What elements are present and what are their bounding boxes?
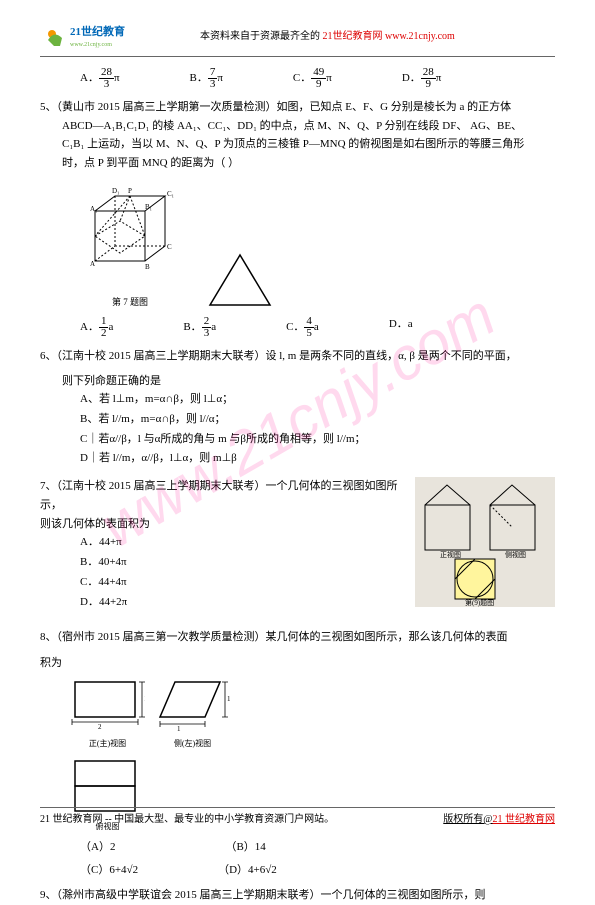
site-logo: 21世纪教育 www.21cnjy.com	[40, 20, 140, 52]
q8-option-d: （D）4+6√2	[218, 862, 277, 879]
q6-choice-c: C｜若α//β，l 与α所成的角与 m 与β所成的角相等，则 l//m；	[80, 430, 555, 450]
header-site-url: www.21cnjy.com	[385, 31, 455, 42]
q6-choice-a: A、若 l⊥m，m=α∩β，则 l⊥α；	[80, 390, 555, 410]
q9-number: 9、	[40, 889, 57, 901]
q4-option-d: D．289π	[402, 67, 442, 90]
q5-option-c: C．45a	[286, 316, 319, 339]
svg-text:侧视图: 侧视图	[505, 550, 526, 559]
q5-option-d: D．a	[389, 316, 413, 339]
q5-triangle-figure	[200, 250, 280, 310]
q5-number: 5、	[40, 101, 57, 113]
q8-line2: 积为	[40, 655, 555, 672]
q4-option-b: B．73π	[190, 67, 223, 90]
q6-choices: A、若 l⊥m，m=α∩β，则 l⊥α； B、若 l//m，m=α∩β，则 l/…	[40, 390, 555, 469]
header-prefix: 本资料来自于资源最齐全的	[200, 31, 320, 42]
q8-option-b: （B）14	[225, 839, 265, 856]
q8-front-view: 2 1 正(主)视图	[70, 677, 145, 750]
q5-line1: （黄山市 2015 届高三上学期第一次质量检测）如图，已知点 E、F、G 分别是…	[57, 101, 512, 113]
svg-text:C₁: C₁	[167, 190, 174, 198]
svg-text:C: C	[167, 243, 172, 251]
svg-text:1: 1	[227, 695, 230, 703]
q4-option-c: C．499π	[293, 67, 332, 90]
q4-option-a: A．283π	[80, 67, 120, 90]
q6: 6、（江南十校 2015 届高三上学期期末大联考）设 l, m 是两条不同的直线…	[40, 347, 555, 366]
q7-figure: 正视图 侧视图 第(9)题图	[415, 477, 555, 614]
q5-fig-caption: 第 7 题图	[80, 296, 180, 310]
svg-text:B₁: B₁	[145, 203, 152, 211]
q6-choice-b: B、若 l//m，m=α∩β，则 l//α；	[80, 410, 555, 430]
svg-text:A₁: A₁	[90, 205, 98, 213]
q8-options-row2: （C）6+4√2 （D）4+6√2	[40, 862, 555, 879]
q8-line1: （宿州市 2015 届高三第一次教学质量检测）某几何体的三视图如图所示，那么该几…	[57, 631, 508, 643]
q5: 5、（黄山市 2015 届高三上学期第一次质量检测）如图，已知点 E、F、G 分…	[40, 98, 555, 173]
q8-option-c: （C）6+4√2	[80, 862, 138, 879]
q5-options: A．12a B．23a C．45a D．a	[40, 316, 555, 339]
svg-text:B: B	[145, 263, 150, 271]
q5-option-a: A．12a	[80, 316, 113, 339]
q4-options: A．283π B．73π C．499π D．289π	[40, 67, 555, 90]
svg-text:D₁: D₁	[112, 187, 120, 195]
q9-text: （滁州市高级中学联谊会 2015 届高三上学期期末联考）一个几何体的三视图如图所…	[57, 889, 486, 901]
svg-text:正视图: 正视图	[440, 550, 461, 559]
q6-number: 6、	[40, 350, 57, 362]
footer-right: 版权所有@21 世纪教育网	[443, 812, 555, 827]
q6-line2: 则下列命题正确的是	[40, 373, 555, 390]
q5-option-b: B．23a	[183, 316, 216, 339]
q5-line4: 时，点 P 到平面 MNQ 的距离为（ ）	[40, 154, 555, 173]
footer-left: 21 世纪教育网 -- 中国最大型、最专业的中小学教育资源门户网站。	[40, 812, 334, 827]
page-footer: 21 世纪教育网 -- 中国最大型、最专业的中小学教育资源门户网站。 版权所有@…	[40, 807, 555, 827]
q9: 9、（滁州市高级中学联谊会 2015 届高三上学期期末联考）一个几何体的三视图如…	[40, 886, 555, 905]
q6-line1: （江南十校 2015 届高三上学期期末大联考）设 l, m 是两条不同的直线，α…	[57, 350, 517, 362]
svg-text:第(9)题图: 第(9)题图	[465, 598, 494, 607]
q8: 8、（宿州市 2015 届高三第一次教学质量检测）某几何体的三视图如图所示，那么…	[40, 628, 555, 647]
svg-text:A: A	[90, 260, 95, 268]
header-site-name: 21世纪教育网	[323, 31, 383, 42]
q8-side-view: 1 1 侧(左)视图	[155, 677, 230, 750]
svg-text:1: 1	[144, 695, 145, 703]
q5-figures: A B C A₁ B₁ C₁ D₁ P 第 7 题图	[80, 181, 555, 310]
svg-text:www.21cnjy.com: www.21cnjy.com	[70, 42, 112, 48]
q annoyq7: 正视图 侧视图 第(9)题图 7、（江南十校 2015 届高三上学期期末大联考）…	[40, 477, 555, 614]
q8-figures: 2 1 正(主)视图 1 1 侧(左)视图	[70, 677, 555, 750]
q5-cube-figure: A B C A₁ B₁ C₁ D₁ P 第 7 题图	[80, 181, 180, 310]
page-header: 21世纪教育 www.21cnjy.com 本资料来自于资源最齐全的 21世纪教…	[40, 20, 555, 57]
q8-option-a: （A）2	[80, 839, 115, 856]
svg-text:2: 2	[98, 723, 102, 731]
q8-options-row1: （A）2 （B）14	[40, 839, 555, 856]
q5-line3: C₁B₁ 上运动，当以 M、N、Q、P 为顶点的三棱锥 P—MNQ 的俯视图是如…	[40, 135, 555, 154]
q8-number: 8、	[40, 631, 57, 643]
q7-line1: （江南十校 2015 届高三上学期期末大联考）一个几何体的三视图如图所示，	[40, 480, 398, 511]
q5-line2: ABCD—A₁B₁C₁D₁ 的棱 AA₁、CC₁、DD₁ 的中点，点 M、N、Q…	[40, 117, 555, 136]
q6-choice-d: D｜若 l//m，α//β，l⊥α，则 m⊥β	[80, 449, 555, 469]
svg-text:P: P	[128, 187, 132, 195]
header-source-text: 本资料来自于资源最齐全的 21世纪教育网 www.21cnjy.com	[200, 29, 455, 44]
svg-text:21世纪教育: 21世纪教育	[70, 24, 125, 38]
q7-number: 7、	[40, 480, 57, 492]
svg-text:1: 1	[177, 725, 181, 732]
